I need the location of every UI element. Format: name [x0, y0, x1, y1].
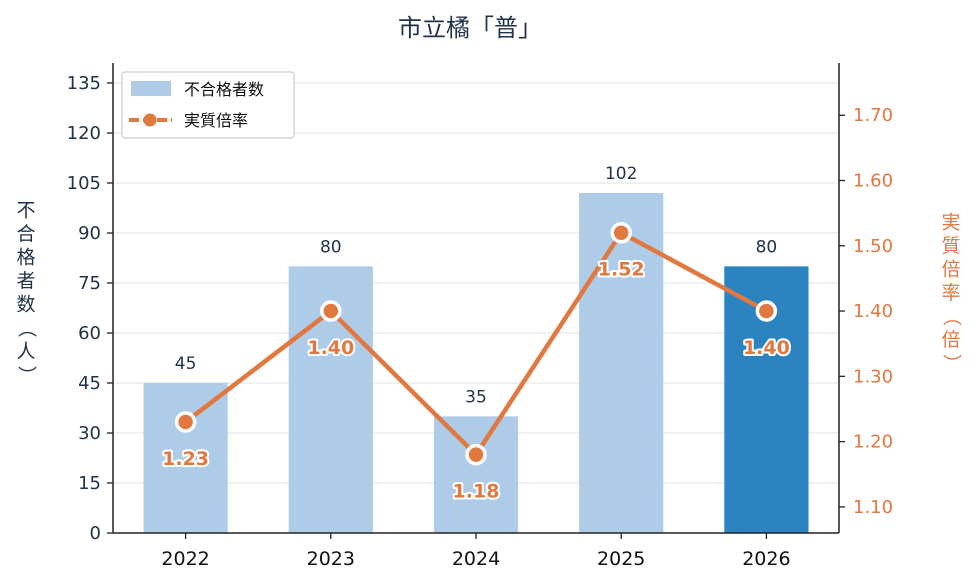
line-point-2026 [755, 300, 778, 322]
bar-2024 [433, 416, 519, 533]
axis-label-char: 数 [16, 294, 35, 316]
y-axis-right-label: 実質倍率（倍） [941, 211, 963, 373]
axis-label-char: 人 [16, 341, 35, 363]
y-right-tick-label: 1.20 [853, 432, 893, 453]
bar-series [143, 193, 809, 533]
x-tick-label: 2024 [452, 548, 500, 570]
y-right-tick-label: 1.40 [853, 301, 893, 322]
axis-label-char: 合 [16, 223, 35, 245]
axis-label-char: （ [941, 307, 963, 326]
y-right-tick-label: 1.50 [853, 236, 893, 257]
line-series [174, 221, 778, 466]
bar-value-label: 35 [465, 387, 487, 407]
y-left-tick-label: 120 [67, 123, 101, 144]
legend-bar-label: 不合格者数 [184, 80, 264, 99]
x-tick-label: 2023 [307, 548, 355, 570]
line-value-label: 1.40 [307, 337, 354, 359]
y-left-tick-label: 45 [78, 373, 101, 394]
y-left-tick-label: 15 [78, 473, 101, 494]
bar-2025 [579, 193, 664, 533]
line-value-label: 1.52 [598, 259, 645, 281]
axis-label-char: 率 [941, 282, 960, 304]
y-right-tick-label: 1.30 [853, 366, 893, 387]
axes: 01530456075901051201351.101.201.301.401.… [67, 63, 893, 570]
legend-bar-swatch [131, 81, 171, 96]
y-axis-left-label: 不合格者数 （ 人 ） [16, 200, 38, 385]
x-tick-label: 2025 [597, 548, 645, 570]
chart-title: 市立橘「普」 [398, 14, 542, 42]
axis-label-char: 倍 [941, 329, 960, 351]
axis-label-char: 実 [941, 211, 960, 233]
y-left-tick-label: 135 [67, 73, 101, 94]
y-left-tick-label: 105 [67, 173, 101, 194]
line-point-2022 [174, 411, 197, 433]
bar-value-label: 45 [175, 354, 197, 374]
line-value-label: 1.18 [453, 481, 500, 503]
bar-value-label: 80 [320, 237, 342, 257]
x-tick-label: 2022 [161, 548, 209, 570]
axis-label-char: 倍 [941, 258, 960, 280]
y-left-tick-label: 90 [78, 223, 101, 244]
line-value-label: 1.23 [162, 448, 209, 470]
y-left-tick-label: 30 [78, 423, 101, 444]
legend-line-label: 実質倍率 [184, 111, 248, 130]
line-point-2025 [610, 221, 632, 244]
bar-value-label: 102 [605, 164, 637, 184]
line-labels: 1.23 1.40 1.18 1.52 1.40 [160, 257, 792, 505]
axis-label-char: 質 [941, 235, 960, 257]
line-point-2023 [320, 300, 342, 322]
axis-label-char: 不 [16, 200, 35, 222]
axis-label-char: ） [941, 354, 963, 373]
y-right-tick-label: 1.10 [853, 497, 893, 518]
bar-labels: 45 80 35 102 80 [175, 164, 777, 407]
line-value-label: 1.40 [743, 337, 790, 359]
y-left-tick-label: 75 [78, 273, 101, 294]
x-tick-label: 2026 [742, 548, 790, 570]
line-point-2024 [465, 443, 487, 466]
axis-label-char: 格 [16, 247, 35, 269]
axis-label-char: 者 [16, 270, 35, 292]
y-right-tick-label: 1.70 [853, 105, 893, 126]
y-left-tick-label: 60 [78, 323, 101, 344]
bar-value-label: 80 [756, 237, 778, 257]
axis-label-char: ） [16, 366, 38, 385]
axis-label-char: （ [16, 319, 38, 338]
legend-line-marker [143, 113, 157, 127]
y-left-tick-label: 0 [90, 523, 101, 544]
bar-2022 [143, 383, 228, 533]
y-right-tick-label: 1.60 [853, 171, 893, 192]
